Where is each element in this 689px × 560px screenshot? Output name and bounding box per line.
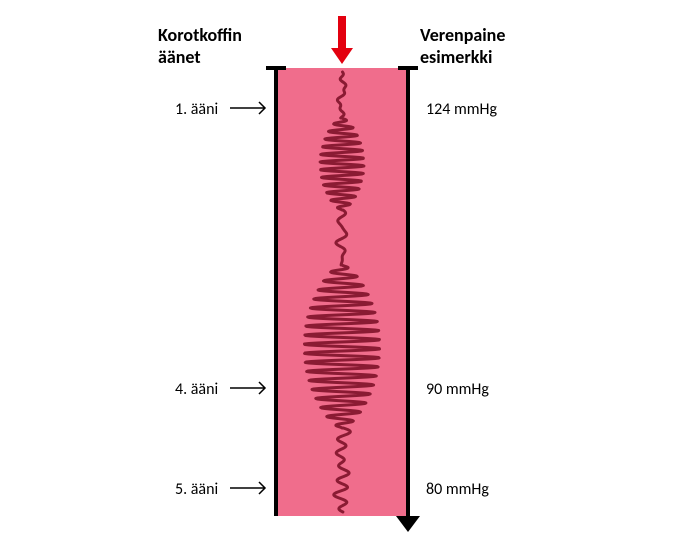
diagram-svg <box>0 0 689 560</box>
